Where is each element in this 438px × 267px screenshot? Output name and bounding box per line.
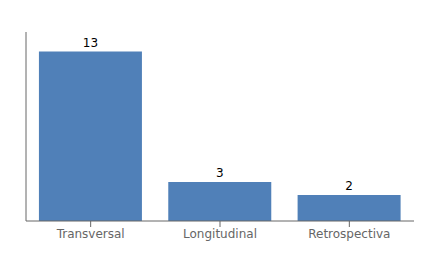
svg-text:Transversal: Transversal: [56, 227, 125, 241]
svg-text:13: 13: [83, 36, 98, 50]
svg-text:Longitudinal: Longitudinal: [183, 227, 257, 241]
svg-text:3: 3: [216, 166, 224, 180]
svg-text:2: 2: [345, 179, 353, 193]
svg-text:Retrospectiva: Retrospectiva: [308, 227, 390, 241]
